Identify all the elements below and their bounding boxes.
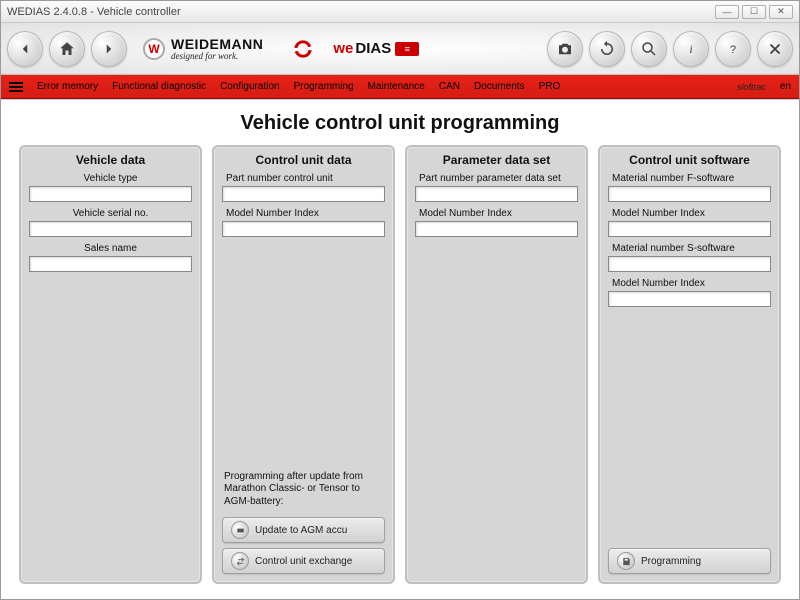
programming-button[interactable]: Programming bbox=[608, 548, 771, 574]
back-button[interactable] bbox=[7, 31, 43, 67]
title-bar: WEDIAS 2.4.0.8 - Vehicle controller — ☐ … bbox=[1, 1, 799, 23]
button-label: Programming bbox=[641, 556, 701, 567]
maximize-button[interactable]: ☐ bbox=[742, 5, 766, 19]
exchange-button[interactable]: Control unit exchange bbox=[222, 548, 385, 574]
input-model-index-cu[interactable] bbox=[222, 221, 385, 237]
menu-error-memory[interactable]: Error memory bbox=[37, 81, 98, 92]
partner-label: sloftrac bbox=[737, 82, 766, 92]
menu-toggle-button[interactable] bbox=[9, 82, 23, 92]
menu-configuration[interactable]: Configuration bbox=[220, 81, 279, 92]
language-selector[interactable]: en bbox=[780, 81, 791, 92]
label-material-s: Material number S-software bbox=[608, 243, 771, 254]
panel-title: Control unit data bbox=[222, 153, 385, 167]
menu-pro[interactable]: PRO bbox=[539, 81, 561, 92]
input-material-s[interactable] bbox=[608, 256, 771, 272]
label-model-index-pds: Model Number Index bbox=[415, 208, 578, 219]
toolbar: W WEIDEMANN designed for work. weDIAS ≡ … bbox=[1, 23, 799, 75]
label-model-index-f: Model Number Index bbox=[608, 208, 771, 219]
label-vehicle-serial: Vehicle serial no. bbox=[29, 208, 192, 219]
input-part-number-pds[interactable] bbox=[415, 186, 578, 202]
brand-we: we bbox=[333, 40, 353, 57]
label-vehicle-type: Vehicle type bbox=[29, 173, 192, 184]
save-icon bbox=[617, 552, 635, 570]
input-model-index-f[interactable] bbox=[608, 221, 771, 237]
sync-button[interactable] bbox=[589, 31, 625, 67]
menu-documents[interactable]: Documents bbox=[474, 81, 525, 92]
input-material-f[interactable] bbox=[608, 186, 771, 202]
help-icon: ? bbox=[724, 40, 742, 58]
panel-title: Control unit software bbox=[608, 153, 771, 167]
search-button[interactable] bbox=[631, 31, 667, 67]
main-menu: Error memory Functional diagnostic Confi… bbox=[1, 75, 799, 99]
input-model-index-pds[interactable] bbox=[415, 221, 578, 237]
close-window-button[interactable]: ✕ bbox=[769, 5, 793, 19]
update-agm-button[interactable]: Update to AGM accu bbox=[222, 517, 385, 543]
label-material-f: Material number F-software bbox=[608, 173, 771, 184]
window-title: WEDIAS 2.4.0.8 - Vehicle controller bbox=[7, 6, 181, 18]
svg-text:i: i bbox=[689, 41, 692, 55]
home-button[interactable] bbox=[49, 31, 85, 67]
panel-title: Parameter data set bbox=[415, 153, 578, 167]
input-sales-name[interactable] bbox=[29, 256, 192, 272]
close-button[interactable] bbox=[757, 31, 793, 67]
menu-programming[interactable]: Programming bbox=[294, 81, 354, 92]
label-part-number-pds: Part number parameter data set bbox=[415, 173, 578, 184]
help-button[interactable]: ? bbox=[715, 31, 751, 67]
menu-maintenance[interactable]: Maintenance bbox=[368, 81, 425, 92]
label-sales-name: Sales name bbox=[29, 243, 192, 254]
battery-icon bbox=[231, 521, 249, 539]
refresh-indicator[interactable] bbox=[289, 35, 317, 63]
label-model-index-s: Model Number Index bbox=[608, 278, 771, 289]
page-title: Vehicle control unit programming bbox=[19, 112, 781, 135]
camera-button[interactable] bbox=[547, 31, 583, 67]
brand-wedias: weDIAS ≡ bbox=[333, 40, 419, 57]
menu-can[interactable]: CAN bbox=[439, 81, 460, 92]
refresh-icon bbox=[290, 36, 316, 62]
sync-icon bbox=[598, 40, 616, 58]
button-label: Control unit exchange bbox=[255, 556, 352, 567]
search-icon bbox=[640, 40, 658, 58]
input-vehicle-type[interactable] bbox=[29, 186, 192, 202]
minimize-button[interactable]: — bbox=[715, 5, 739, 19]
info-icon: i bbox=[682, 40, 700, 58]
brand-tagline: designed for work. bbox=[171, 52, 263, 61]
svg-text:?: ? bbox=[730, 43, 736, 55]
panel-row: Vehicle data Vehicle type Vehicle serial… bbox=[19, 145, 781, 584]
content-area: Vehicle control unit programming Vehicle… bbox=[1, 99, 799, 599]
label-part-number-cu: Part number control unit bbox=[222, 173, 385, 184]
arrow-right-icon bbox=[100, 40, 118, 58]
exchange-icon bbox=[231, 552, 249, 570]
agm-note: Programming after update from Marathon C… bbox=[222, 467, 385, 513]
panel-control-unit-software: Control unit software Material number F-… bbox=[598, 145, 781, 584]
button-label: Update to AGM accu bbox=[255, 525, 347, 536]
arrow-left-icon bbox=[16, 40, 34, 58]
input-model-index-s[interactable] bbox=[608, 291, 771, 307]
home-icon bbox=[58, 40, 76, 58]
panel-title: Vehicle data bbox=[29, 153, 192, 167]
close-icon bbox=[766, 40, 784, 58]
label-model-index-cu: Model Number Index bbox=[222, 208, 385, 219]
brand-name: WEIDEMANN bbox=[171, 36, 263, 52]
app-window: WEDIAS 2.4.0.8 - Vehicle controller — ☐ … bbox=[0, 0, 800, 600]
panel-parameter-data-set: Parameter data set Part number parameter… bbox=[405, 145, 588, 584]
forward-button[interactable] bbox=[91, 31, 127, 67]
info-button[interactable]: i bbox=[673, 31, 709, 67]
brand-dias: DIAS bbox=[355, 40, 391, 57]
menu-functional-diagnostic[interactable]: Functional diagnostic bbox=[112, 81, 206, 92]
camera-icon bbox=[556, 40, 574, 58]
weidemann-logo-icon: W bbox=[143, 38, 165, 60]
input-vehicle-serial[interactable] bbox=[29, 221, 192, 237]
panel-control-unit-data: Control unit data Part number control un… bbox=[212, 145, 395, 584]
brand-weidemann: W WEIDEMANN designed for work. bbox=[143, 36, 263, 61]
brand-box-icon: ≡ bbox=[395, 42, 419, 56]
input-part-number-cu[interactable] bbox=[222, 186, 385, 202]
panel-vehicle-data: Vehicle data Vehicle type Vehicle serial… bbox=[19, 145, 202, 584]
